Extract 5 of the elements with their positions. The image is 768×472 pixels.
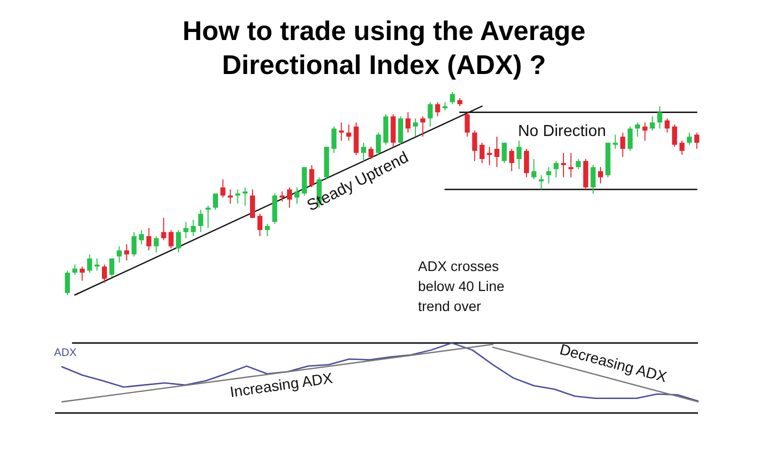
chart-title: How to trade using the Average Directional Index (ADX) ? bbox=[182, 16, 586, 80]
series-label: ADX bbox=[54, 346, 78, 359]
annotation: Increasing ADX bbox=[229, 370, 334, 402]
annotation: ADX crosses below 40 Line trend over bbox=[418, 258, 505, 314]
annotation: No Direction bbox=[518, 123, 606, 140]
